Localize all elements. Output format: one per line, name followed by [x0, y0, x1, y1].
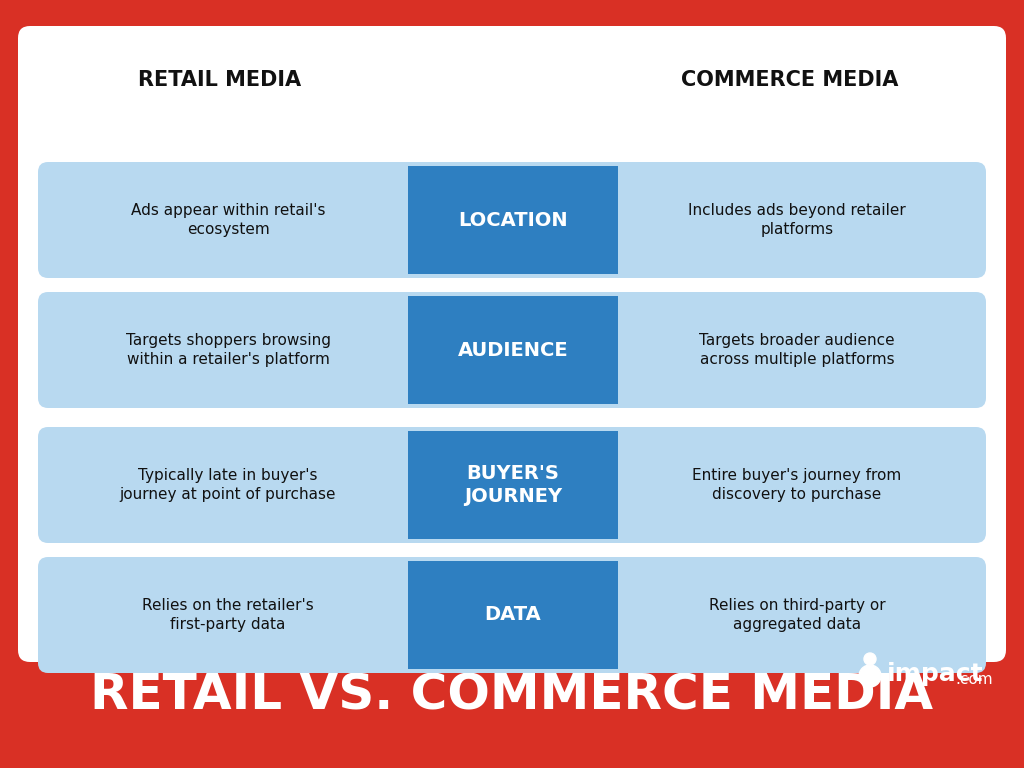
Circle shape	[859, 665, 881, 687]
Text: Typically late in buyer's
journey at point of purchase: Typically late in buyer's journey at poi…	[120, 468, 336, 502]
Text: COMMERCE MEDIA: COMMERCE MEDIA	[681, 70, 899, 90]
Text: .com: .com	[955, 673, 992, 687]
FancyBboxPatch shape	[38, 427, 628, 543]
Text: DATA: DATA	[484, 605, 542, 624]
FancyBboxPatch shape	[18, 26, 1006, 662]
Text: BUYER'S
JOURNEY: BUYER'S JOURNEY	[464, 464, 562, 506]
Bar	[408, 296, 618, 404]
FancyBboxPatch shape	[398, 162, 986, 278]
Text: RETAIL VS. COMMERCE MEDIA: RETAIL VS. COMMERCE MEDIA	[90, 672, 934, 720]
Text: Targets broader audience
across multiple platforms: Targets broader audience across multiple…	[699, 333, 895, 367]
Circle shape	[864, 653, 876, 665]
Text: Relies on the retailer's
first-party data: Relies on the retailer's first-party dat…	[142, 598, 314, 632]
FancyBboxPatch shape	[38, 557, 628, 673]
FancyBboxPatch shape	[398, 292, 986, 408]
FancyBboxPatch shape	[398, 427, 986, 543]
FancyBboxPatch shape	[398, 557, 986, 673]
Text: Targets shoppers browsing
within a retailer's platform: Targets shoppers browsing within a retai…	[126, 333, 331, 367]
Text: Ads appear within retail's
ecosystem: Ads appear within retail's ecosystem	[131, 203, 326, 237]
Bar	[408, 561, 618, 669]
Text: Relies on third-party or
aggregated data: Relies on third-party or aggregated data	[709, 598, 886, 632]
Text: impact: impact	[887, 662, 984, 686]
Bar	[408, 166, 618, 274]
Bar	[408, 431, 618, 539]
Text: Includes ads beyond retailer
platforms: Includes ads beyond retailer platforms	[688, 203, 906, 237]
Text: RETAIL MEDIA: RETAIL MEDIA	[138, 70, 301, 90]
FancyBboxPatch shape	[38, 292, 628, 408]
Text: Entire buyer's journey from
discovery to purchase: Entire buyer's journey from discovery to…	[692, 468, 901, 502]
FancyBboxPatch shape	[38, 162, 628, 278]
Text: LOCATION: LOCATION	[458, 210, 568, 230]
Text: AUDIENCE: AUDIENCE	[458, 340, 568, 359]
